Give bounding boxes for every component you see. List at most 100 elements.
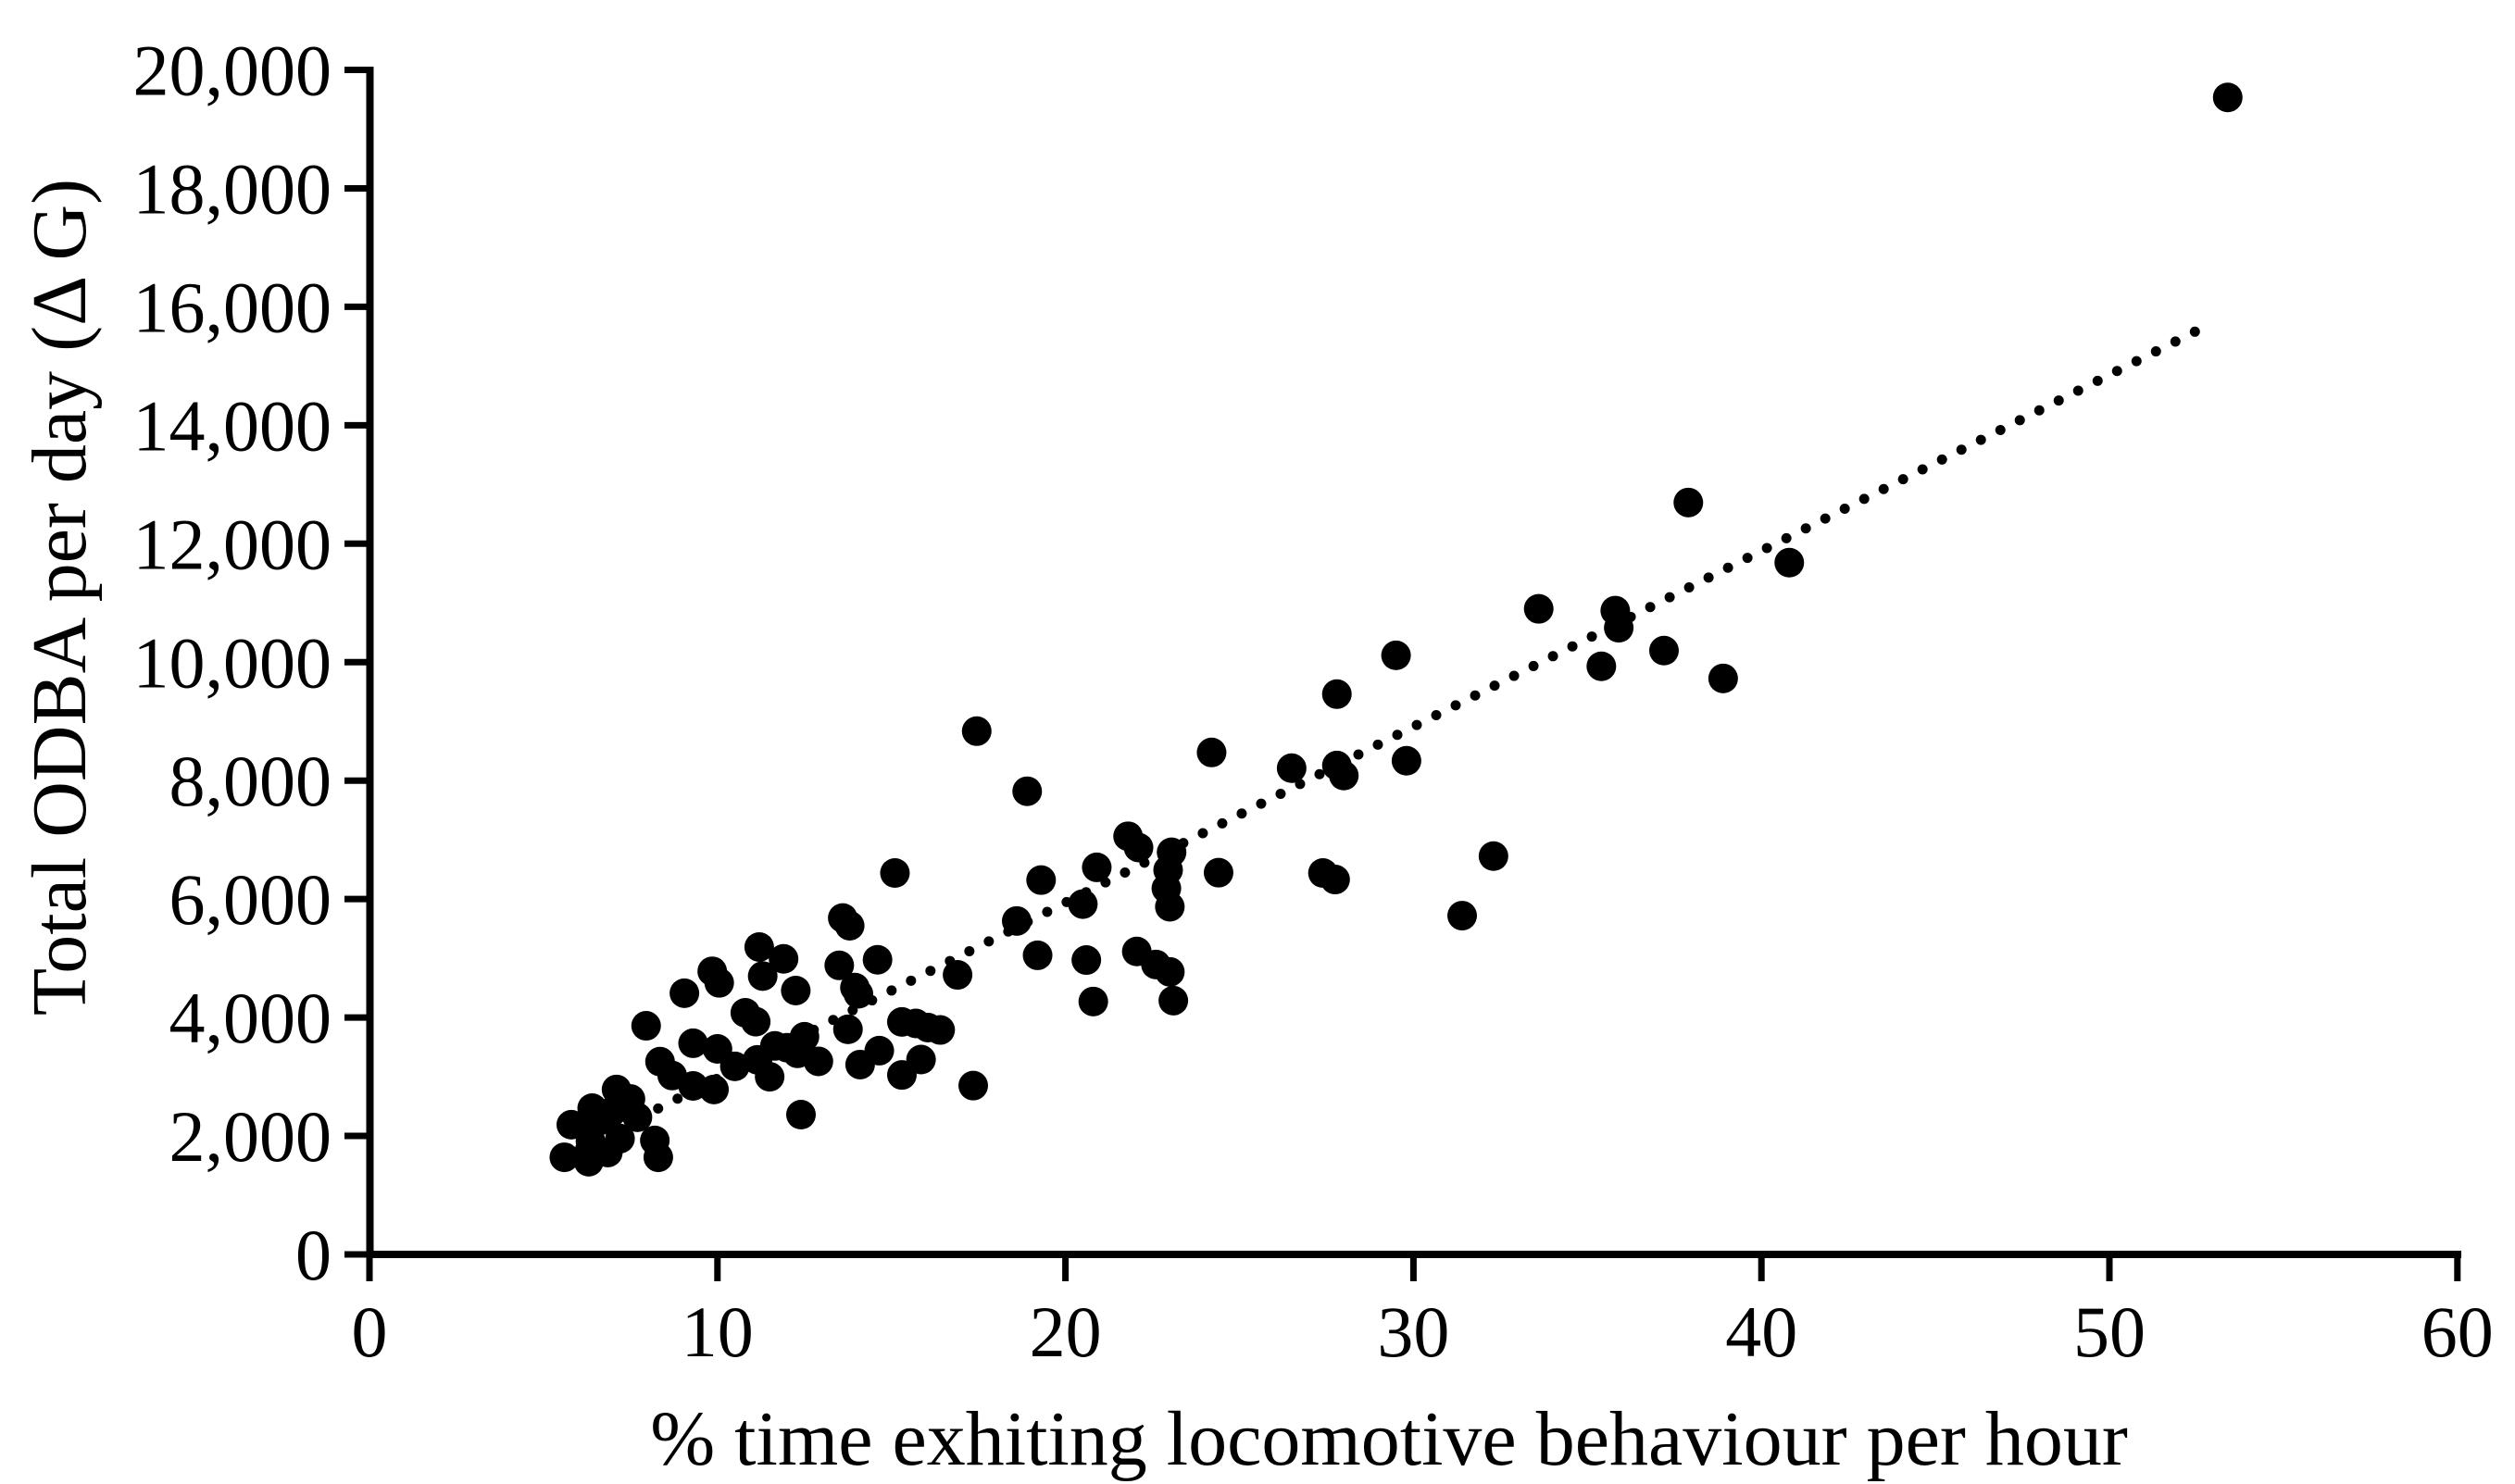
data-point: [1001, 905, 1032, 936]
data-point: [741, 1006, 771, 1037]
trendline-dot: [1761, 542, 1772, 554]
trendline-dot: [1353, 749, 1364, 760]
data-point: [1320, 865, 1350, 895]
data-point: [1026, 865, 1057, 895]
data-point: [906, 1044, 936, 1075]
data-point: [1158, 985, 1189, 1016]
trendline-dot: [2072, 385, 2083, 396]
trendline-dot: [2170, 336, 2181, 347]
data-point: [824, 950, 855, 980]
data-point: [834, 910, 865, 941]
data-point: [1329, 760, 1359, 791]
data-point: [744, 931, 774, 962]
data-point: [781, 975, 811, 1005]
data-point: [605, 1123, 635, 1154]
trendline-dot: [1547, 651, 1558, 662]
data-point: [1523, 593, 1554, 624]
data-point: [669, 978, 700, 1008]
data-point: [864, 1035, 895, 1066]
data-point: [1586, 651, 1617, 681]
trendline-dot: [1508, 670, 1520, 681]
y-tick-label: 2,000: [169, 1096, 332, 1177]
trendline-dot: [906, 975, 917, 986]
data-point: [1774, 547, 1805, 578]
data-point: [1068, 889, 1098, 919]
y-tick-label: 18,000: [133, 148, 332, 229]
data-point: [1381, 640, 1411, 670]
trendline-dot: [964, 945, 975, 956]
axis-ticks: [344, 67, 2461, 1281]
data-point: [789, 1021, 820, 1052]
trendline-dot: [1683, 581, 1695, 592]
data-point: [803, 1046, 833, 1077]
y-axis-title: Total ODBA per day (Δ G): [17, 179, 103, 1016]
trendline-dot: [1470, 690, 1481, 701]
data-point: [1022, 940, 1053, 970]
data-point: [1648, 635, 1679, 666]
data-point: [785, 1100, 816, 1130]
x-tick-label: 60: [2421, 1291, 2494, 1372]
trendline-dot: [2189, 326, 2200, 337]
data-point: [1478, 841, 1508, 871]
trendline-dot: [983, 936, 995, 947]
data-point: [925, 1015, 956, 1045]
trendline-dot: [1664, 592, 1675, 603]
trendline-dot: [1722, 562, 1733, 573]
data-point: [1447, 901, 1478, 931]
data-point: [1203, 857, 1233, 888]
data-point: [961, 716, 992, 746]
data-point: [1321, 679, 1352, 709]
trendline-dot: [1897, 474, 1908, 485]
data-point: [1673, 487, 1704, 518]
data-point: [1155, 892, 1185, 922]
y-tick-label: 6,000: [169, 859, 332, 940]
data-point: [943, 960, 973, 991]
trendline-dot: [1372, 739, 1383, 750]
trendline-dot: [2053, 395, 2064, 406]
x-tick-label: 0: [352, 1291, 388, 1372]
trendline-dot: [1567, 641, 1578, 652]
trendline-dot: [1995, 425, 2006, 436]
trendline-dot: [1450, 700, 1461, 711]
trendline-dot: [1703, 572, 1714, 583]
trendline-dot: [2033, 405, 2045, 416]
trendline-dot: [672, 1093, 683, 1104]
x-tick-label: 30: [1377, 1291, 1449, 1372]
y-tick-label: 4,000: [169, 978, 332, 1058]
trendline-dot: [1217, 817, 1228, 829]
y-tick-label: 8,000: [169, 741, 332, 821]
trendline-dot: [1256, 798, 1267, 809]
trendline-dot: [886, 985, 897, 996]
y-tick-label: 0: [295, 1215, 332, 1295]
trendline-dot: [1936, 454, 1947, 465]
data-point: [2212, 82, 2243, 113]
data-point: [556, 1109, 586, 1140]
y-tick-label: 16,000: [133, 267, 332, 347]
trendline-dot: [1236, 808, 1247, 819]
data-point: [880, 858, 910, 889]
x-tick-label: 50: [2073, 1291, 2146, 1372]
trendline-dot: [1975, 434, 1986, 445]
trendline-dot: [1839, 503, 1850, 514]
trendline-dot: [2092, 375, 2103, 386]
data-point: [1708, 663, 1738, 693]
data-point: [704, 967, 734, 998]
y-tick-label: 20,000: [133, 31, 332, 111]
trendline-dot: [653, 1103, 664, 1114]
trendline-dot: [1120, 867, 1131, 878]
data-point: [958, 1070, 989, 1101]
trendline-dot: [1645, 602, 1656, 613]
data-point: [1391, 745, 1421, 776]
trendline-dot: [2150, 346, 2161, 357]
trendline-dot: [1431, 710, 1442, 721]
trendline-dot: [1956, 444, 1967, 455]
trendline-dot: [925, 966, 936, 977]
data-point: [747, 961, 778, 991]
x-tick-label: 20: [1030, 1291, 1102, 1372]
trendline-dot: [1042, 906, 1053, 917]
trendline-dot: [1197, 828, 1208, 839]
trendline-dot: [2111, 366, 2122, 377]
